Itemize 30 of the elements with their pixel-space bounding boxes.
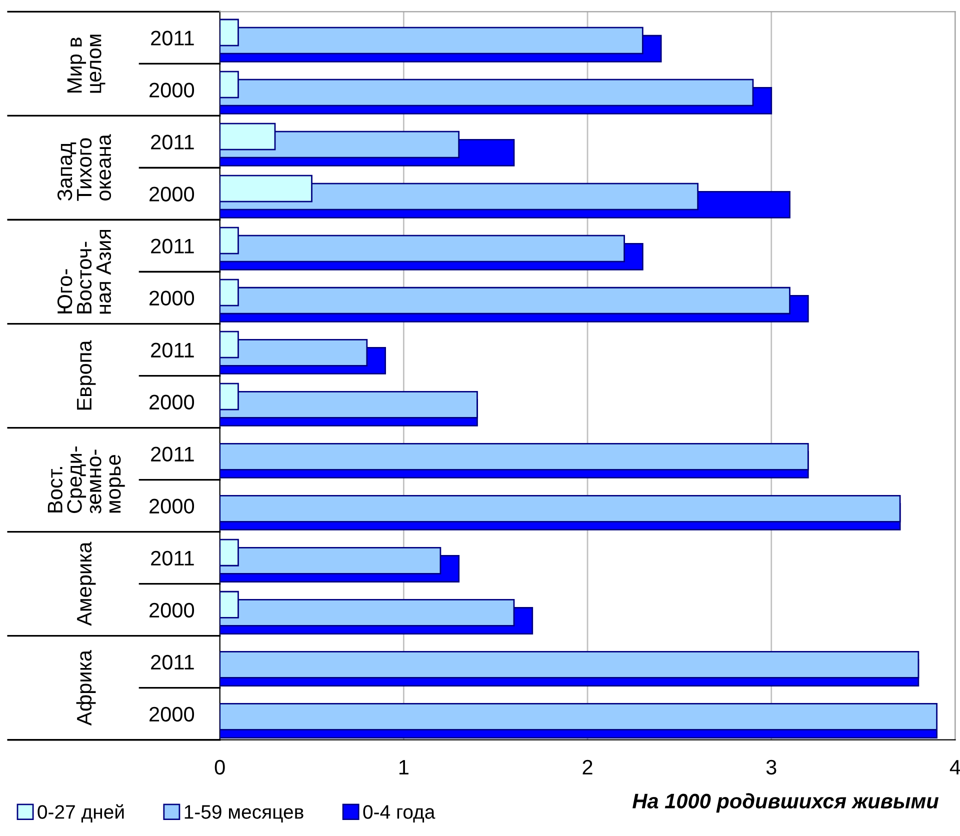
text: Америка <box>77 542 96 626</box>
text: Африка <box>76 650 96 726</box>
text: Европа <box>77 340 96 410</box>
x-tick-label: 4 <box>950 760 960 774</box>
y-tick-label: 2000 <box>150 602 194 618</box>
x-tick-label: 1 <box>399 760 408 774</box>
x-tick-label: 3 <box>766 760 776 775</box>
y-tick-label: 2011 <box>151 134 194 150</box>
y-tick-label: 2000 <box>150 394 194 410</box>
y-tick-label: 2000 <box>150 290 194 306</box>
text: Вост. Среди- земно- морье <box>48 446 125 514</box>
y-tick-label: 2011 <box>151 446 194 462</box>
text: Мир в целом <box>67 34 106 93</box>
y-tick-label: 2000 <box>150 82 194 98</box>
y-tick-label: 2011 <box>151 550 194 566</box>
legend-label: 1-59 месяцев <box>184 805 304 823</box>
y-tick-label: 2011 <box>151 342 194 358</box>
legend-label: 0-4 года <box>363 805 436 823</box>
y-tick-label: 2011 <box>151 30 194 46</box>
y-tick-label: 2000 <box>150 186 194 202</box>
x-axis-title: На 1000 родившихся живыми <box>632 793 939 813</box>
x-tick-label: 0 <box>214 760 225 775</box>
y-tick-label: 2011 <box>151 238 194 254</box>
y-tick-label: 2000 <box>150 706 194 722</box>
x-tick-label: 2 <box>582 760 592 774</box>
text: Запад Тихого океана <box>57 134 112 201</box>
y-tick-label: 2000 <box>150 498 194 514</box>
text: Юго- Восточ- ная Азия <box>57 230 112 314</box>
y-tick-label: 2011 <box>151 654 194 670</box>
legend-label: 0-27 дней <box>38 804 124 823</box>
